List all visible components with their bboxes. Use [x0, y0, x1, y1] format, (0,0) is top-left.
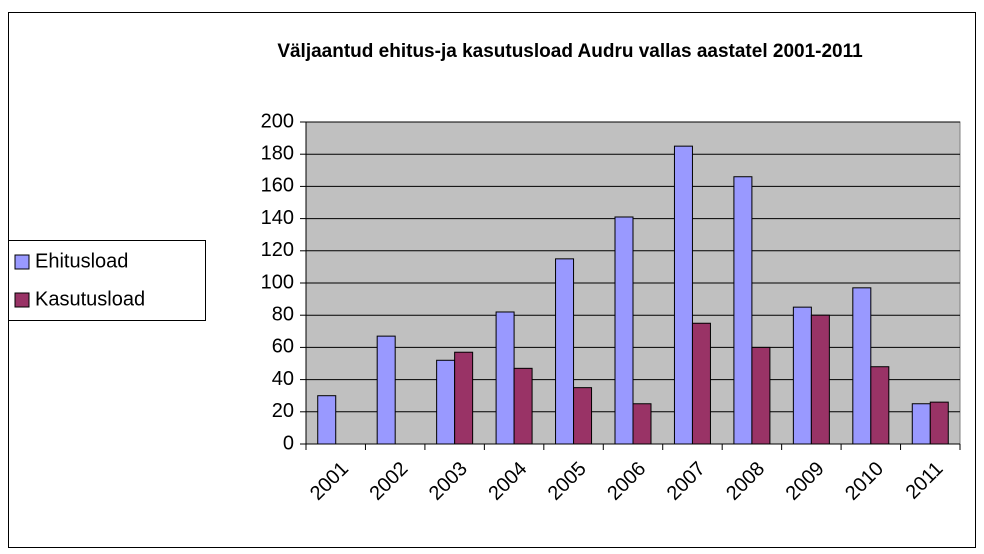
y-tick-label: 0 — [283, 432, 294, 454]
bar — [691, 322, 711, 445]
bar — [911, 403, 931, 445]
legend-swatch — [14, 292, 30, 308]
y-tick-label: 20 — [272, 400, 294, 422]
bar — [929, 401, 949, 445]
y-tick-label: 140 — [261, 207, 294, 229]
bar — [495, 311, 515, 445]
legend-swatch — [14, 254, 30, 270]
y-tick-label: 40 — [272, 368, 294, 390]
legend-label: Kasutusload — [35, 288, 145, 310]
bar — [454, 351, 474, 445]
y-tick-label: 180 — [261, 142, 294, 164]
bar — [733, 176, 753, 445]
chart-title: Väljaantud ehitus-ja kasutusload Audru v… — [277, 41, 863, 62]
legend-label: Ehitusload — [35, 250, 128, 272]
y-tick-label: 100 — [261, 271, 294, 293]
y-tick-label: 80 — [272, 303, 294, 325]
legend-box — [8, 240, 206, 321]
bar — [614, 216, 634, 445]
bar — [852, 287, 872, 445]
bar — [810, 314, 830, 445]
bar — [870, 366, 890, 445]
bar — [376, 335, 396, 445]
bar — [673, 145, 693, 445]
y-tick-label: 200 — [261, 110, 294, 132]
y-tick-label: 120 — [261, 239, 294, 261]
bar — [317, 395, 337, 445]
bar — [513, 367, 533, 445]
y-tick-label: 160 — [261, 175, 294, 197]
bar — [436, 359, 456, 445]
bar — [632, 403, 652, 445]
bar — [751, 346, 771, 445]
bar — [792, 306, 812, 445]
bar — [555, 258, 575, 445]
bar — [573, 387, 593, 445]
y-tick-label: 60 — [272, 336, 294, 358]
